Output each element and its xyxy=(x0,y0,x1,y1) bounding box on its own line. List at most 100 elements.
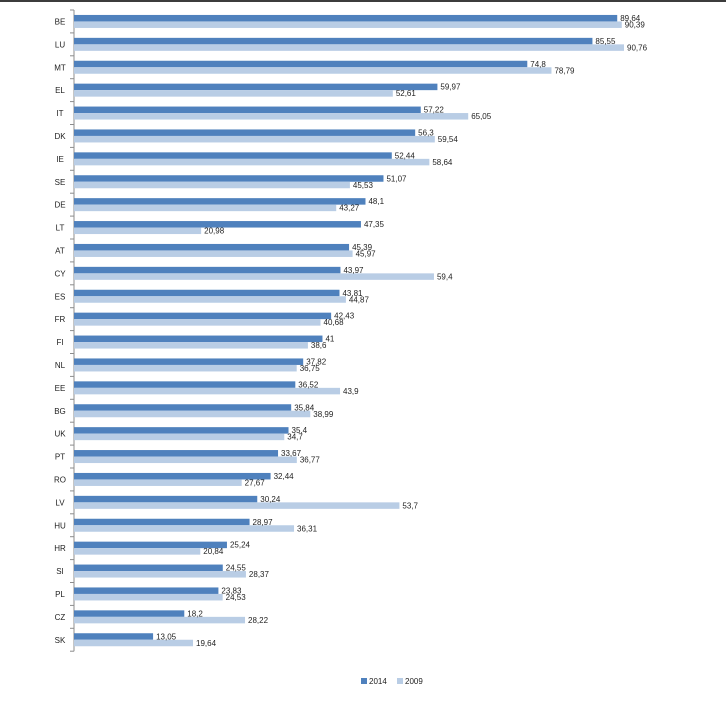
data-label-2009-sk: 19,64 xyxy=(196,639,217,648)
category-label-cz: CZ xyxy=(55,613,66,622)
data-label-2009-at: 45,97 xyxy=(356,249,377,258)
data-label-2009-si: 28,37 xyxy=(249,570,270,579)
category-label-ro: RO xyxy=(54,475,66,484)
data-label-2014-cz: 18,2 xyxy=(187,609,203,618)
data-label-2014-si: 24,55 xyxy=(226,564,247,573)
category-label-mt: MT xyxy=(54,63,66,72)
bar-2014-fi xyxy=(74,335,323,343)
bar-2014-be xyxy=(74,14,618,22)
data-label-2009-lv: 53,7 xyxy=(402,501,418,510)
bar-2009-dk xyxy=(74,135,435,143)
data-label-2009-bg: 38,99 xyxy=(313,410,334,419)
data-label-2009-it: 65,05 xyxy=(471,112,492,121)
bar-2009-be xyxy=(74,21,622,28)
bar-2009-hu xyxy=(74,525,295,532)
category-label-it: IT xyxy=(56,109,63,118)
data-label-2009-fr: 40,68 xyxy=(324,318,345,327)
category-label-cy: CY xyxy=(54,269,66,278)
bar-2014-pl xyxy=(74,587,219,594)
bar-2014-de xyxy=(74,198,366,205)
data-label-2009-lu: 90,76 xyxy=(627,43,648,52)
data-label-2009-uk: 34,7 xyxy=(287,433,303,442)
bar-2014-bg xyxy=(74,404,292,411)
data-label-2009-el: 52,61 xyxy=(396,89,417,98)
bar-2009-cz xyxy=(74,616,246,624)
bar-2009-de xyxy=(74,204,337,212)
legend-swatch-2014 xyxy=(361,678,367,684)
data-label-2014-be: 89,64 xyxy=(620,14,641,23)
category-label-pl: PL xyxy=(55,590,65,599)
data-label-2014-ro: 32,44 xyxy=(274,472,295,481)
legend-label-2009: 2009 xyxy=(405,677,423,686)
data-label-2014-pl: 23,83 xyxy=(221,586,242,595)
category-label-fi: FI xyxy=(56,338,63,347)
category-label-pt: PT xyxy=(55,453,65,462)
bar-2014-cz xyxy=(74,610,185,617)
bar-2009-cy xyxy=(74,273,434,280)
data-label-2014-hr: 25,24 xyxy=(230,541,251,550)
data-label-2009-se: 45,53 xyxy=(353,181,374,190)
data-label-2009-nl: 36,75 xyxy=(300,364,321,373)
bars-layer xyxy=(74,14,625,647)
bar-2009-hr xyxy=(74,548,201,555)
data-label-2014-dk: 56,3 xyxy=(418,128,434,137)
bar-2009-si xyxy=(74,571,246,578)
data-label-2009-es: 44,87 xyxy=(349,295,370,304)
bar-2014-hu xyxy=(74,518,250,526)
data-label-2014-ie: 52,44 xyxy=(395,151,416,160)
bar-2014-es xyxy=(74,289,340,297)
bar-2009-pl xyxy=(74,593,223,601)
bar-2009-pt xyxy=(74,456,297,464)
legend-swatch-2009 xyxy=(397,678,403,684)
legend-label-2014: 2014 xyxy=(369,677,387,686)
data-label-2014-mt: 74,8 xyxy=(530,60,546,69)
data-label-2009-hu: 36,31 xyxy=(297,524,318,533)
bar-2014-nl xyxy=(74,358,304,365)
category-label-de: DE xyxy=(54,201,65,210)
bar-2014-dk xyxy=(74,129,416,136)
category-label-es: ES xyxy=(55,292,66,301)
data-label-2009-pt: 36,77 xyxy=(300,456,321,465)
category-label-se: SE xyxy=(55,178,66,187)
category-label-ie: IE xyxy=(56,155,64,164)
bar-2009-mt xyxy=(74,67,552,74)
bar-2009-es xyxy=(74,296,346,303)
data-label-2014-de: 48,1 xyxy=(368,197,384,206)
bar-2009-lv xyxy=(74,502,400,509)
legend: 2014 2009 xyxy=(361,677,423,686)
bar-2014-si xyxy=(74,564,223,572)
category-label-hu: HU xyxy=(54,521,66,530)
data-label-2009-hr: 20,84 xyxy=(203,547,224,556)
bar-2009-el xyxy=(74,90,393,97)
bar-2014-ee xyxy=(74,381,296,388)
bar-2014-lv xyxy=(74,495,258,503)
category-label-bg: BG xyxy=(54,407,66,416)
bar-2014-lt xyxy=(74,221,361,228)
bar-2009-fi xyxy=(74,342,308,349)
data-label-2009-cy: 59,4 xyxy=(437,272,453,281)
category-label-si: SI xyxy=(56,567,64,576)
bar-2014-at xyxy=(74,243,350,251)
bar-2009-bg xyxy=(74,410,311,418)
data-label-2009-ro: 27,67 xyxy=(245,478,266,487)
data-label-2014-sk: 13,05 xyxy=(156,632,177,641)
category-label-ee: EE xyxy=(55,384,66,393)
data-label-2014-uk: 35,4 xyxy=(292,426,308,435)
category-label-dk: DK xyxy=(54,132,66,141)
bar-2009-ro xyxy=(74,479,242,486)
data-label-2009-fi: 38,6 xyxy=(311,341,327,350)
bar-2009-se xyxy=(74,181,350,189)
bar-2014-cy xyxy=(74,266,341,274)
bar-2009-at xyxy=(74,250,353,257)
data-label-2009-mt: 78,79 xyxy=(554,66,575,75)
category-label-hr: HR xyxy=(54,544,66,553)
bar-2014-fr xyxy=(74,312,332,320)
bar-2009-ee xyxy=(74,387,341,395)
data-label-2014-it: 57,22 xyxy=(424,106,445,115)
category-label-lt: LT xyxy=(56,224,65,233)
category-label-fr: FR xyxy=(55,315,66,324)
category-label-at: AT xyxy=(55,246,65,255)
